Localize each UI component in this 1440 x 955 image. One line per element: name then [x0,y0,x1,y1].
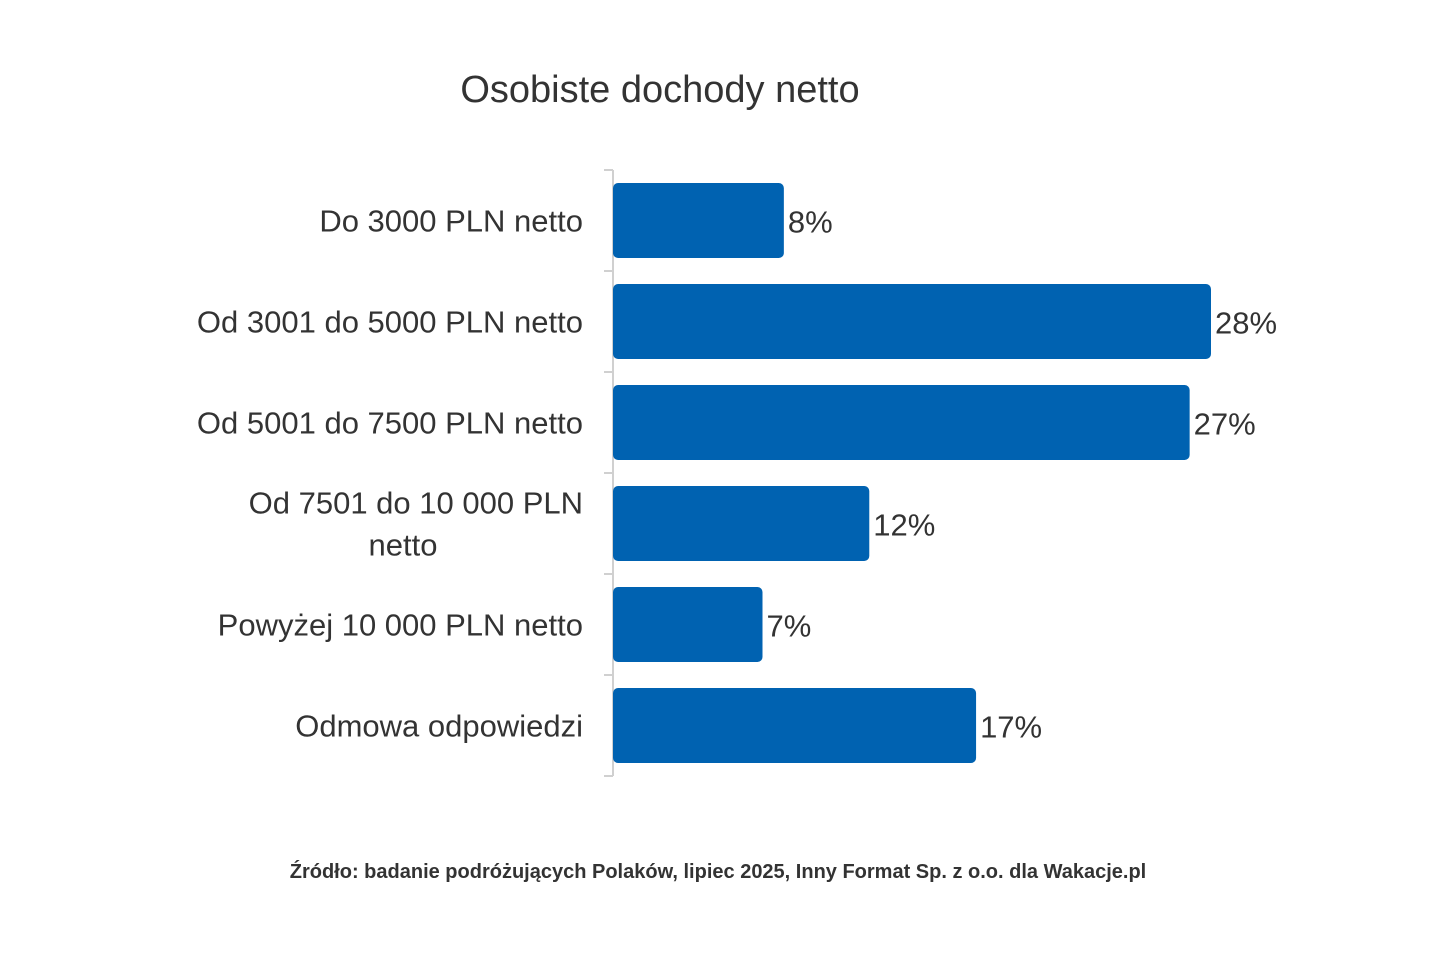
source-note: Źródło: badanie podróżujących Polaków, l… [290,860,1146,883]
bar [613,284,1211,359]
data-label: 28% [1215,306,1277,341]
bar [613,385,1190,460]
bars [613,183,1211,763]
category-label: Do 3000 PLN netto [319,204,583,239]
category-label: Od 3001 do 5000 PLN netto [197,305,583,340]
category-label-line: netto [369,528,438,563]
category-labels: Do 3000 PLN netto Od 3001 do 5000 PLN net… [197,204,583,744]
bar [613,486,870,561]
category-label-line: Od 3001 do 5000 PLN netto [197,305,583,340]
category-label-line: Do 3000 PLN netto [319,204,583,239]
category-label: Odmowa odpowiedzi [295,709,583,744]
data-label: 12% [873,508,935,543]
data-label: 27% [1194,407,1256,442]
bar [613,587,763,662]
category-label-line: Powyżej 10 000 PLN netto [218,608,583,643]
category-label-line: Odmowa odpowiedzi [295,709,583,744]
category-label-line: Od 5001 do 7500 PLN netto [197,406,583,441]
category-label-line: Od 7501 do 10 000 PLN [249,486,583,521]
data-labels: 8% 28% 27% 12% 7% 17% [767,205,1278,745]
category-label: Powyżej 10 000 PLN netto [218,608,583,643]
y-axis [604,169,614,777]
data-label: 7% [767,609,812,644]
data-label: 8% [788,205,833,240]
bar [613,183,784,258]
chart-title: Osobiste dochody netto [460,69,859,111]
data-label: 17% [980,710,1042,745]
category-label: Od 5001 do 7500 PLN netto [197,406,583,441]
bar [613,688,977,763]
category-label: Od 7501 do 10 000 PLN netto [249,486,583,563]
